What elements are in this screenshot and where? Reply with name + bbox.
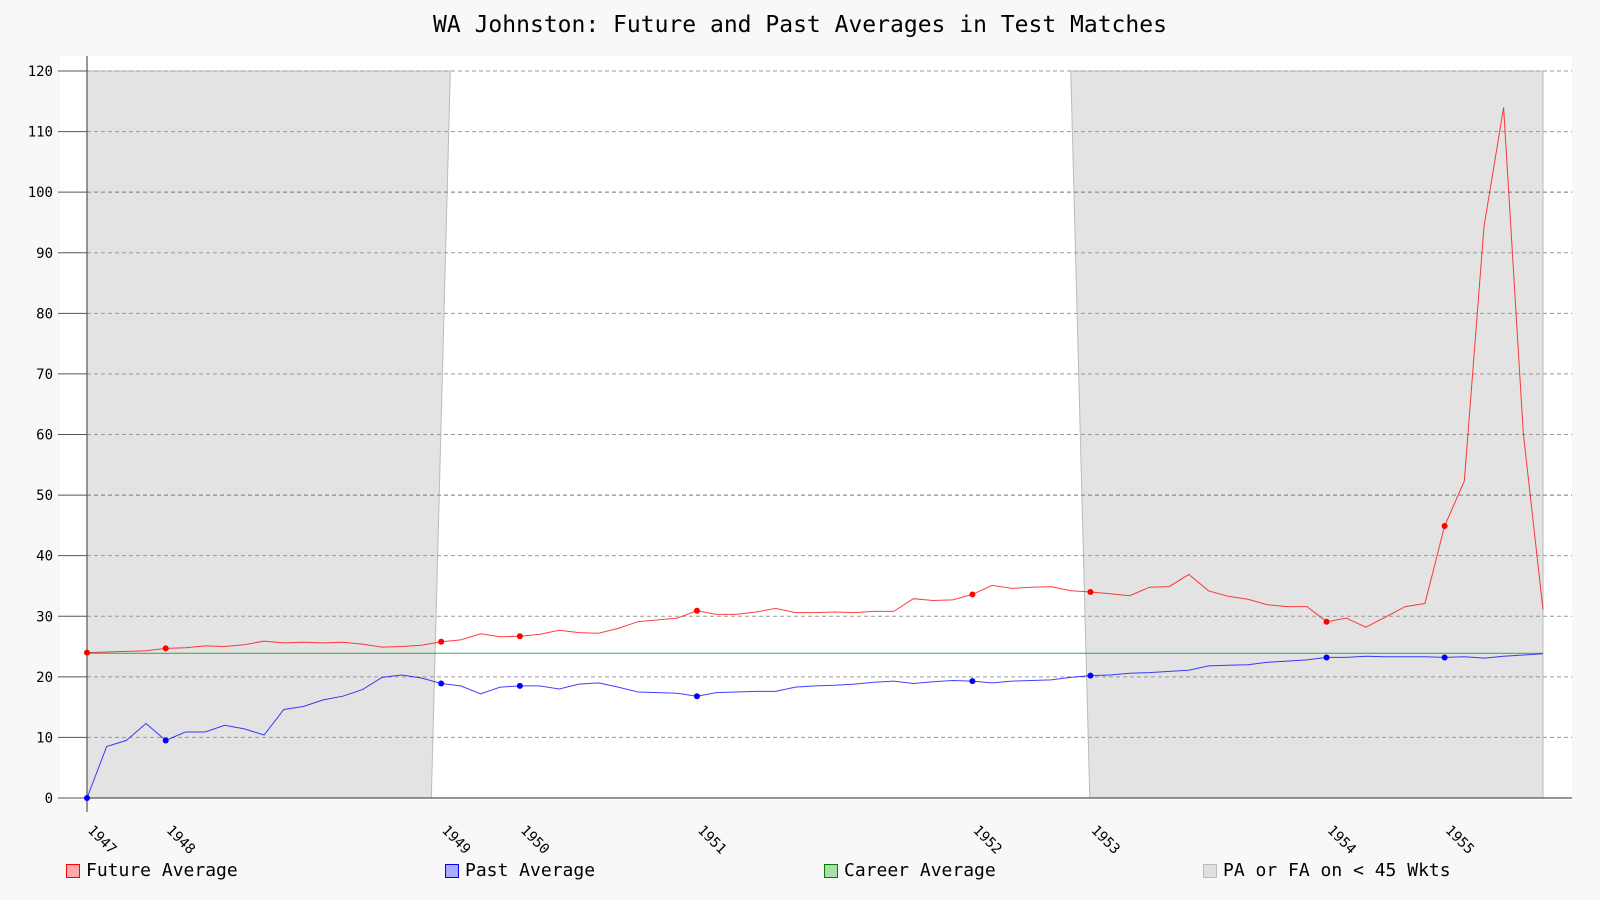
y-tick-label: 0 (45, 791, 53, 807)
legend-swatch (445, 863, 459, 878)
legend-item: Past Average (445, 860, 595, 881)
y-tick-label: 10 (36, 730, 53, 746)
legend-item: Future Average (66, 860, 238, 881)
legend-label: Future Average (86, 860, 238, 881)
past-average-marker (693, 693, 700, 700)
y-tick-label: 100 (28, 185, 53, 201)
legend-swatch (66, 863, 80, 878)
chart-title: WA Johnston: Future and Past Averages in… (433, 12, 1167, 38)
future-average-marker (1087, 589, 1094, 596)
x-tick-label: 1949 (438, 823, 473, 858)
past-average-line (86, 653, 1544, 799)
legend-item: PA or FA on < 45 Wkts (1203, 860, 1451, 881)
axes (86, 56, 1572, 812)
legend-label: PA or FA on < 45 Wkts (1223, 860, 1451, 881)
future-average-marker (438, 638, 445, 645)
legend-label: Career Average (844, 860, 996, 881)
past-average-marker (84, 795, 90, 801)
future-average-line (86, 107, 1544, 654)
past-average-marker (516, 682, 523, 689)
past-average-marker (969, 678, 976, 685)
y-tick-label: 40 (36, 549, 53, 565)
x-tick-label: 1950 (517, 823, 552, 858)
future-average-marker (1441, 522, 1448, 529)
legend-swatch (1203, 863, 1217, 878)
past-average-marker (1087, 672, 1094, 679)
x-tick-label: 1947 (84, 823, 119, 858)
y-tick-label: 70 (36, 367, 53, 383)
gridlines: 0 10 20 30 40 50 60 70 80 90 100 110 120 (28, 64, 1572, 807)
y-tick-label: 120 (28, 64, 53, 80)
legend-item: Career Average (824, 860, 996, 881)
y-tick-label: 110 (28, 125, 53, 141)
x-tick-labels: 1947 1948 1949 1950 1951 1952 1953 1954 1955 (84, 823, 1477, 858)
y-tick-label: 20 (36, 670, 53, 686)
y-tick-label: 90 (36, 246, 53, 262)
past-average-marker (438, 680, 445, 687)
series-lines (86, 107, 1544, 799)
future-average-marker (84, 649, 90, 656)
future-average-marker (516, 633, 523, 640)
y-tick-label: 80 (36, 306, 53, 322)
series-markers (84, 522, 1448, 801)
x-tick-label: 1954 (1324, 823, 1359, 858)
legend-swatch (824, 863, 838, 878)
y-tick-label: 50 (36, 488, 53, 504)
past-average-marker (1323, 654, 1330, 661)
past-average-marker (1441, 654, 1448, 661)
y-tick-label: 60 (36, 428, 53, 444)
future-average-marker (693, 607, 700, 614)
x-tick-label: 1952 (970, 823, 1005, 858)
past-average-marker (162, 737, 169, 744)
x-tick-label: 1951 (694, 823, 729, 858)
x-tick-label: 1948 (163, 823, 198, 858)
y-tick-label: 30 (36, 609, 53, 625)
future-average-marker (162, 645, 169, 652)
legend-label: Past Average (465, 860, 596, 881)
future-average-marker (1323, 618, 1330, 625)
future-average-marker (969, 591, 976, 598)
x-tick-label: 1955 (1442, 823, 1477, 858)
x-tick-label: 1953 (1088, 823, 1123, 858)
